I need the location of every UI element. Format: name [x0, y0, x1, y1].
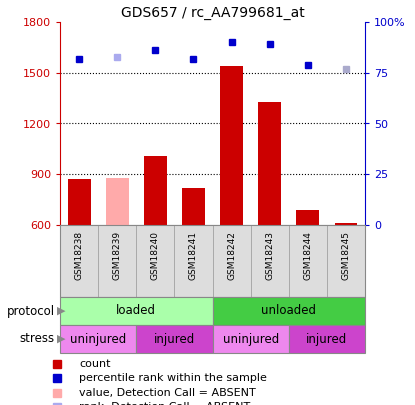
Text: injured: injured: [154, 333, 195, 345]
Bar: [296, 210, 319, 225]
Text: GSM18240: GSM18240: [151, 231, 160, 280]
Text: GSM18242: GSM18242: [227, 231, 236, 279]
Text: injured: injured: [306, 333, 347, 345]
Text: unloaded: unloaded: [261, 305, 316, 318]
Bar: [106, 178, 129, 225]
Text: GSM18241: GSM18241: [189, 231, 198, 280]
Bar: [289, 325, 365, 353]
Bar: [174, 225, 212, 297]
Text: GSM18245: GSM18245: [342, 231, 350, 280]
Text: count: count: [79, 359, 111, 369]
Bar: [136, 325, 212, 353]
Text: GSM18238: GSM18238: [75, 231, 83, 280]
Title: GDS657 / rc_AA799681_at: GDS657 / rc_AA799681_at: [121, 6, 304, 19]
Bar: [220, 66, 243, 225]
Text: value, Detection Call = ABSENT: value, Detection Call = ABSENT: [79, 388, 256, 398]
Text: GSM18243: GSM18243: [265, 231, 274, 280]
Text: GSM18244: GSM18244: [303, 231, 312, 279]
Bar: [212, 325, 289, 353]
Bar: [251, 225, 289, 297]
Text: ▶: ▶: [57, 306, 66, 316]
Bar: [212, 225, 251, 297]
Text: rank, Detection Call = ABSENT: rank, Detection Call = ABSENT: [79, 402, 251, 405]
Bar: [60, 297, 212, 325]
Text: stress: stress: [20, 333, 55, 345]
Bar: [334, 223, 357, 225]
Text: ▶: ▶: [57, 334, 66, 344]
Text: uninjured: uninjured: [70, 333, 126, 345]
Text: percentile rank within the sample: percentile rank within the sample: [79, 373, 267, 383]
Bar: [258, 102, 281, 225]
Bar: [144, 156, 167, 225]
Bar: [136, 225, 174, 297]
Bar: [60, 325, 136, 353]
Bar: [327, 225, 365, 297]
Bar: [68, 179, 90, 225]
Text: GSM18239: GSM18239: [113, 231, 122, 280]
Text: protocol: protocol: [7, 305, 55, 318]
Bar: [212, 297, 365, 325]
Bar: [289, 225, 327, 297]
Bar: [98, 225, 136, 297]
Text: loaded: loaded: [116, 305, 156, 318]
Text: uninjured: uninjured: [222, 333, 279, 345]
Bar: [182, 188, 205, 225]
Bar: [60, 225, 98, 297]
